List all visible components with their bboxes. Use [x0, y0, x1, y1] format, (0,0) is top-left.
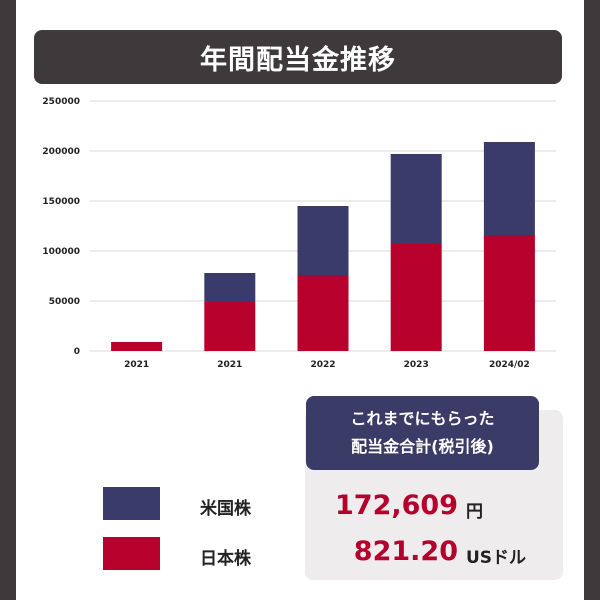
- y-tick-label: 0: [74, 347, 80, 357]
- bar-us: [483, 142, 535, 235]
- y-tick-label: 150000: [42, 197, 80, 207]
- yen-amount: 172,609: [335, 490, 458, 521]
- bar-us: [390, 154, 442, 244]
- stacked-bar-chart: 0 50000 100000 150000 200000 250000 2021 2021 20…: [42, 97, 556, 370]
- x-tick-label: 2024/02: [489, 360, 530, 370]
- frame-left: [0, 0, 16, 600]
- x-tick-label: 2021: [217, 360, 242, 370]
- frame-right: [584, 0, 600, 600]
- legend-swatch-jp: [103, 537, 160, 570]
- y-tick-label: 250000: [42, 97, 80, 107]
- usd-amount: 821.20: [353, 536, 458, 567]
- title-bar: 年間配当金推移: [34, 30, 562, 84]
- bar-jp: [204, 302, 256, 351]
- x-tick-label: 2022: [310, 360, 335, 370]
- y-tick-label: 50000: [49, 297, 80, 307]
- chart-title: 年間配当金推移: [200, 44, 396, 76]
- bar-jp: [111, 342, 163, 351]
- bar-us: [297, 206, 349, 275]
- summary-heading: これまでにもらった 配当金合計(税引後): [306, 396, 539, 470]
- legend-swatch-us: [103, 487, 160, 520]
- summary-heading-line1: これまでにもらった: [350, 409, 495, 428]
- legend-label-us: 米国株: [200, 499, 251, 519]
- x-tick-label: 2021: [124, 360, 149, 370]
- bar-jp: [297, 275, 349, 351]
- bar-jp: [483, 235, 535, 351]
- bar-us: [204, 273, 256, 302]
- x-tick-label: 2023: [404, 360, 429, 370]
- y-tick-label: 100000: [42, 247, 80, 257]
- summary-heading-line2: 配当金合計(税引後): [351, 437, 494, 456]
- usd-unit: USドル: [466, 548, 527, 568]
- yen-unit: 円: [466, 502, 483, 522]
- legend-label-jp: 日本株: [200, 549, 251, 569]
- y-tick-label: 200000: [42, 147, 80, 157]
- bar-jp: [390, 244, 442, 351]
